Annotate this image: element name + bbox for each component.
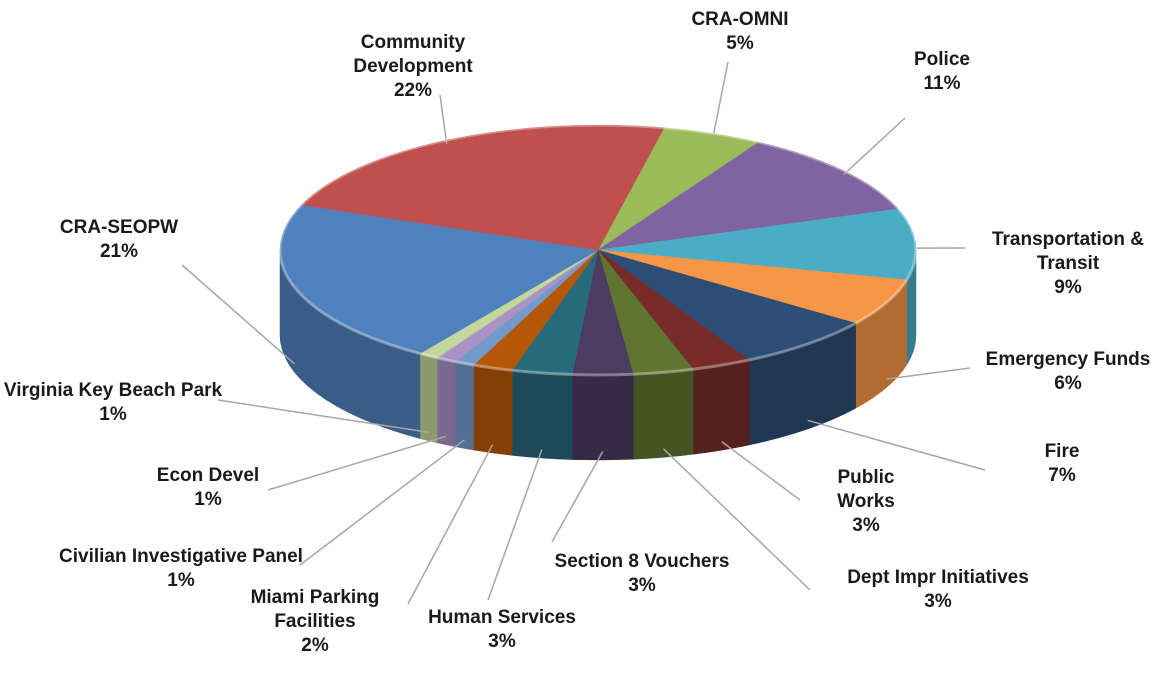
slice-name: Human Services [428, 607, 576, 628]
pie-slice-side [511, 370, 573, 460]
pie-tops [279, 124, 917, 376]
pie-slice-side [419, 353, 438, 444]
slice-name: Civilian Investigative Panel [59, 546, 303, 567]
slice-name: Emergency Funds [985, 349, 1151, 370]
pie-slice-side [692, 359, 750, 455]
slice-name: Community Development [353, 32, 473, 77]
slice-label: Dept Impr Initiatives 3% [803, 566, 1073, 614]
slice-value: 7% [1048, 465, 1076, 486]
slice-value: 22% [393, 80, 433, 101]
slice-top [597, 249, 857, 361]
slice-label: Econ Devel 1% [133, 464, 283, 512]
slice-value: 5% [726, 33, 754, 54]
slice-top [597, 141, 899, 251]
slice-name: Fire [1044, 441, 1080, 462]
pie-slice-side [436, 357, 456, 447]
pie-slice-side [454, 361, 474, 451]
slice-side [419, 353, 438, 444]
leader-line [662, 448, 811, 591]
slice-label: Transportation & Transit 9% [968, 228, 1168, 300]
slice-side [436, 357, 456, 447]
leader-line [299, 439, 465, 566]
slice-label: CRA-OMNI 5% [680, 8, 800, 56]
slice-name: Virginia Key Beach Park [3, 380, 223, 401]
slice-name: Public Works [837, 467, 895, 512]
leader-line [181, 264, 296, 365]
leader-line [407, 444, 494, 605]
slice-name: CRA-SEOPW [59, 217, 179, 238]
slice-side [511, 370, 573, 460]
pie-rim [278, 123, 918, 377]
slice-value: 3% [628, 575, 656, 596]
slice-value: 3% [924, 591, 952, 612]
slice-name: Econ Devel [156, 465, 260, 486]
slice-value: 11% [923, 73, 961, 94]
slice-label: Civilian Investigative Panel 1% [56, 545, 306, 593]
slice-value: 2% [301, 635, 329, 656]
slice-label: Police 11% [892, 48, 992, 96]
slice-name: Section 8 Vouchers [554, 551, 730, 572]
pie-slice-side [571, 373, 634, 461]
slice-value: 21% [99, 241, 139, 262]
leader-line [886, 367, 971, 380]
leader-line [439, 94, 448, 145]
slice-label: CRA-SEOPW 21% [44, 216, 194, 264]
slice-label: Miami Parking Facilities 2% [225, 586, 405, 658]
slice-value: 1% [99, 404, 127, 425]
pie-slice [279, 204, 599, 354]
slice-name: Police [914, 49, 970, 70]
slice-label: Human Services 3% [402, 606, 602, 654]
leader-line [217, 399, 429, 434]
leader-line [712, 61, 729, 138]
leader-line [487, 449, 543, 601]
pie-slice [597, 141, 899, 251]
slice-top [279, 204, 599, 354]
leader-line [551, 451, 604, 543]
slice-value: 1% [167, 570, 195, 591]
slice-value: 3% [852, 515, 880, 536]
pie-slice [597, 249, 908, 324]
leader-lines [181, 61, 986, 605]
pie-slice [597, 249, 857, 361]
slice-label: Section 8 Vouchers 3% [527, 550, 757, 598]
slice-value: 3% [488, 631, 516, 652]
slice-name: Miami Parking Facilities [250, 587, 380, 632]
pie-slice-side [633, 369, 694, 460]
slice-side [633, 369, 694, 460]
slice-label: Public Works 3% [816, 466, 916, 538]
slice-side [692, 359, 750, 455]
slice-label: Emergency Funds 6% [968, 348, 1168, 396]
slice-value: 9% [1054, 277, 1082, 298]
slice-side [571, 373, 634, 461]
pie-slice [597, 208, 917, 281]
slice-value: 6% [1054, 373, 1082, 394]
leader-line [267, 435, 447, 491]
slice-value: 1% [194, 489, 222, 510]
slice-name: Dept Impr Initiatives [847, 567, 1029, 588]
pie-slice-side [473, 364, 513, 456]
slice-side [454, 361, 474, 451]
slice-name: Transportation & Transit [991, 229, 1144, 274]
slice-name: CRA-OMNI [691, 9, 789, 30]
slice-label: Virginia Key Beach Park 1% [3, 379, 223, 427]
leader-line [843, 117, 906, 176]
slice-top [597, 249, 908, 324]
slice-side [473, 364, 513, 456]
slice-top [597, 208, 917, 281]
slice-label: Fire 7% [1022, 440, 1102, 488]
leader-line [807, 419, 986, 471]
slice-label: Community Development 22% [333, 31, 493, 103]
leader-line [721, 441, 801, 501]
